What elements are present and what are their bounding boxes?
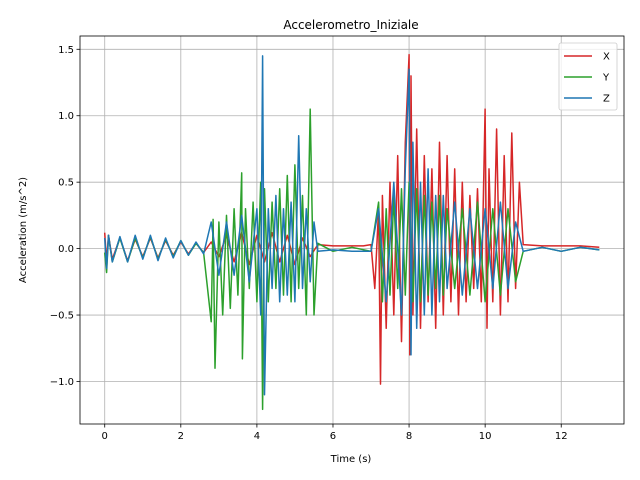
x-tick-label: 8 xyxy=(406,431,412,442)
x-tick-label: 6 xyxy=(330,431,336,442)
series-line-z xyxy=(103,55,600,396)
y-axis-label: Acceleration (m/s^2) xyxy=(18,177,29,283)
y-tick-label: −0.5 xyxy=(50,311,74,322)
y-tick-label: 0.0 xyxy=(58,244,74,255)
x-tick-label: 12 xyxy=(555,431,568,442)
legend-label-z: Z xyxy=(603,94,610,105)
x-tick-label: 0 xyxy=(102,431,108,442)
legend-label-y: Y xyxy=(602,73,610,84)
x-tick-label: 10 xyxy=(479,431,492,442)
legend: XYZ xyxy=(558,42,618,111)
y-tick-label: 1.0 xyxy=(58,111,74,122)
plot-frame xyxy=(79,35,625,425)
y-tick-label: 1.5 xyxy=(58,45,74,56)
x-axis: 0 2 4 6 8 10 12 xyxy=(102,424,568,442)
y-tick-label: 0.5 xyxy=(58,178,74,189)
y-tick-label: −1.0 xyxy=(50,377,74,388)
chart-title: Accelerometro_Iniziale xyxy=(283,18,418,32)
x-tick-label: 2 xyxy=(178,431,184,442)
legend-label-x: X xyxy=(603,52,610,63)
y-axis: −1.0 −0.5 0.0 0.5 1.0 1.5 xyxy=(50,45,80,388)
x-tick-label: 4 xyxy=(254,431,260,442)
series-layer xyxy=(103,53,600,411)
x-axis-label: Time (s) xyxy=(330,454,372,465)
